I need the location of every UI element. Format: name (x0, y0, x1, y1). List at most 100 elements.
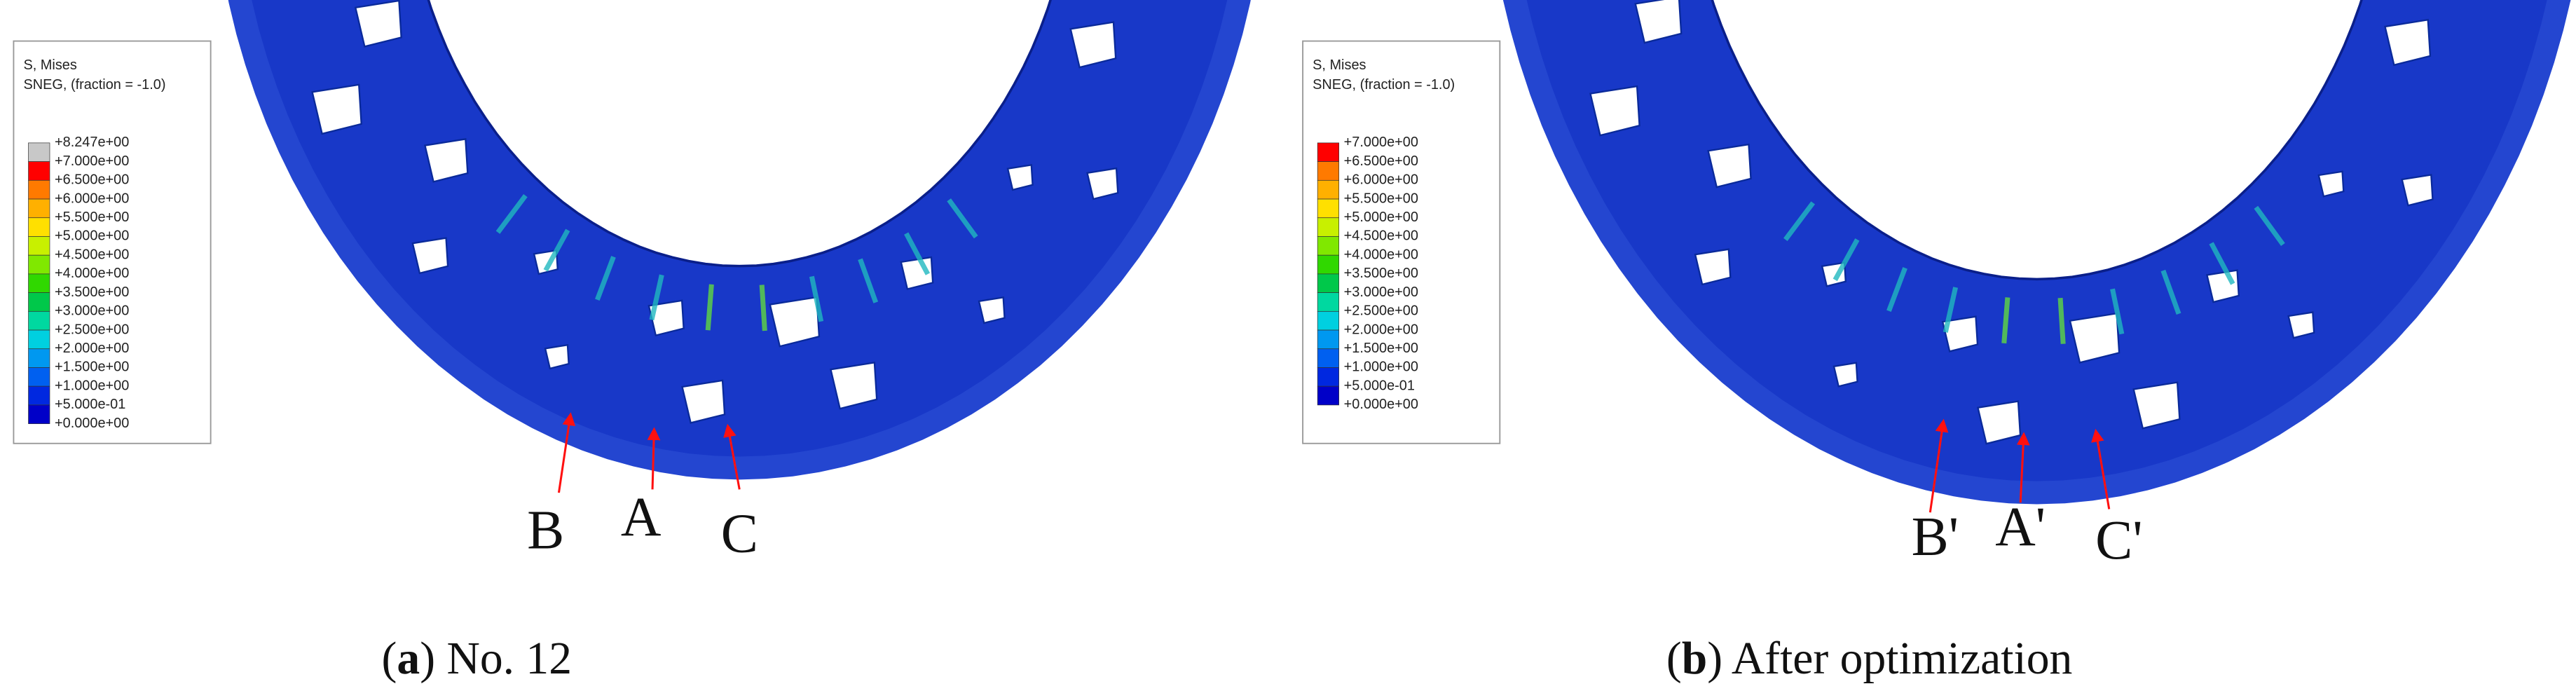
cell (978, 296, 1006, 324)
cell (2401, 174, 2434, 207)
arrow (723, 423, 741, 490)
stress-streak (705, 284, 714, 331)
cell (1069, 21, 1117, 69)
stress-streak (2110, 288, 2125, 335)
panel: S, Mises SNEG, (fraction = -1.0) +7.000e+0… (1302, 0, 2571, 684)
legend-level: +3.000e+00 (55, 303, 129, 319)
legend-level: +8.247e+00 (55, 135, 129, 150)
stress-streak (809, 275, 824, 322)
legend-swatch (1317, 367, 1340, 387)
legend-swatch (28, 273, 50, 293)
cell (1634, 0, 1683, 44)
panel: S, Mises SNEG, (fraction = -1.0) +8.247e+0… (13, 0, 1251, 684)
legend-swatch (1317, 236, 1340, 256)
stress-streak (2057, 297, 2066, 344)
point-label: C' (2095, 509, 2143, 571)
legend-swatch (28, 404, 50, 424)
cell (423, 138, 469, 183)
stress-streak (495, 194, 528, 234)
legend-level: +5.000e+00 (55, 228, 129, 244)
caption: (b) After optimization (1666, 634, 2072, 684)
legend-level: +3.500e+00 (55, 285, 129, 300)
legend-level: +4.000e+00 (55, 266, 129, 281)
legend-level: +5.000e-01 (55, 397, 125, 412)
arrow (2016, 432, 2030, 503)
cell (830, 361, 878, 410)
cell (411, 237, 449, 275)
stress-streak (595, 256, 616, 301)
cell (1006, 163, 1034, 191)
legend-swatch (28, 236, 50, 256)
legend-level: +2.500e+00 (55, 322, 129, 337)
legend-level: +1.500e+00 (1344, 341, 1418, 356)
arrow (1928, 418, 1949, 513)
legend-swatch (1317, 254, 1340, 275)
legend-level: +4.500e+00 (55, 247, 129, 262)
arrow (557, 412, 576, 493)
legend-swatch (28, 142, 50, 162)
stress-streak (2001, 297, 2010, 344)
caption: (a) No. 12 (382, 634, 573, 684)
cell (681, 379, 726, 424)
legend-swatch (1317, 329, 1340, 350)
cell (769, 296, 821, 348)
legend-swatch (28, 179, 50, 200)
structure (1513, 0, 2561, 494)
legend-level: +5.500e+00 (1344, 191, 1418, 206)
structure (238, 0, 1240, 470)
outer-ring (1502, 0, 2571, 505)
legend-level: +4.000e+00 (1344, 247, 1418, 262)
legend-level: +1.500e+00 (55, 360, 129, 375)
legend-swatch (28, 254, 50, 275)
legend-title: SNEG, (fraction = -1.0) (23, 77, 165, 93)
stress-streak (1832, 238, 1860, 282)
legend-level: +5.000e-01 (1344, 378, 1415, 393)
caption-part: ( (382, 634, 397, 684)
legend-swatch (28, 217, 50, 237)
cell (1694, 248, 1732, 286)
cell (311, 83, 362, 135)
legend-level: +6.000e+00 (55, 191, 129, 206)
cell (2287, 311, 2315, 339)
cell (2069, 312, 2121, 364)
cell (544, 343, 570, 370)
legend-swatch (1317, 161, 1340, 181)
legend-level: +2.000e+00 (1344, 322, 1418, 337)
stress-streak (543, 228, 570, 272)
legend-level: +2.500e+00 (1344, 303, 1418, 319)
caption-part: a (397, 634, 420, 684)
legend-title: SNEG, (fraction = -1.0) (1313, 77, 1455, 93)
point-label: A' (1995, 496, 2046, 558)
legend-level: +3.000e+00 (1344, 285, 1418, 300)
legend-swatch (28, 329, 50, 350)
legend-swatch (1317, 273, 1340, 293)
legend-level: +6.000e+00 (1344, 172, 1418, 188)
stress-streak (649, 274, 664, 321)
arrow (2091, 428, 2111, 509)
legend-level: +0.000e+00 (1344, 397, 1418, 412)
legend-swatch (1317, 179, 1340, 200)
cell (2317, 170, 2345, 198)
stress-streak (1783, 201, 1816, 242)
cell (648, 299, 685, 337)
cell (1589, 85, 1640, 137)
legend-level: +6.500e+00 (55, 172, 129, 188)
caption-part: b (1682, 634, 1708, 684)
legend-title: S, Mises (23, 57, 76, 73)
legend-level: +3.500e+00 (1344, 266, 1418, 281)
arrow (647, 427, 661, 490)
caption-part: ) No. 12 (420, 634, 572, 684)
legend-level: +6.500e+00 (1344, 153, 1418, 169)
point-label: C (721, 502, 758, 564)
outer-ring (228, 0, 1251, 480)
caption-part: ) After optimization (1707, 634, 2072, 684)
cell (1941, 315, 1979, 353)
legend-swatch (28, 348, 50, 368)
stress-streak (1886, 267, 1907, 312)
legend-level: +5.500e+00 (55, 210, 129, 225)
legend-swatch (28, 367, 50, 387)
legend-level: +4.500e+00 (1344, 228, 1418, 244)
legend-level: +2.000e+00 (55, 341, 129, 356)
legend-level: +1.000e+00 (55, 378, 129, 393)
